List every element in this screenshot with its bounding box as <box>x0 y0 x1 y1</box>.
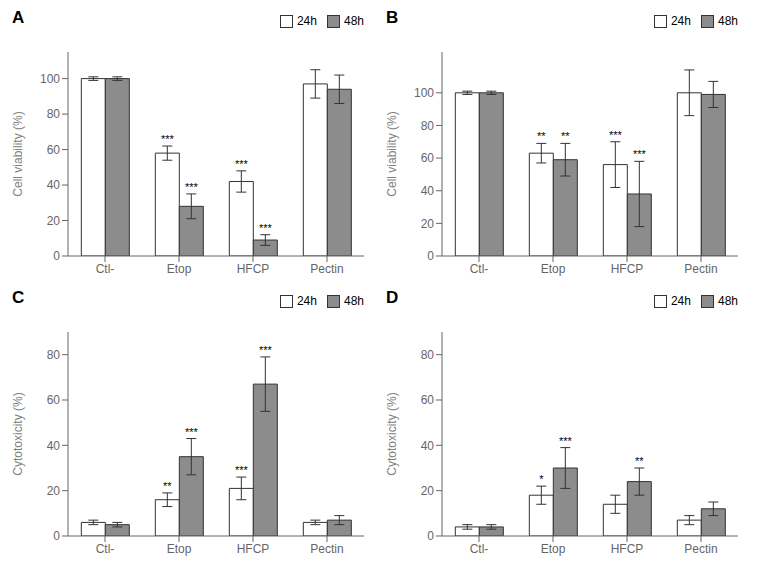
svg-text:60: 60 <box>421 151 435 165</box>
svg-text:80: 80 <box>421 119 435 133</box>
svg-text:HFCP: HFCP <box>237 262 270 276</box>
svg-text:Etop: Etop <box>167 542 192 556</box>
html-text:48h: 48h <box>344 294 364 308</box>
html-text:B: B <box>386 8 399 27</box>
svg-text:0: 0 <box>427 249 434 263</box>
svg-text:Etop: Etop <box>541 262 566 276</box>
svg-text:Cell viability (%): Cell viability (%) <box>385 111 399 196</box>
svg-text:80: 80 <box>421 348 435 362</box>
svg-text:Pectin: Pectin <box>310 262 343 276</box>
svg-text:***: *** <box>185 181 199 193</box>
svg-text:***: *** <box>559 435 573 447</box>
svg-text:Ctl-: Ctl- <box>96 542 115 556</box>
svg-text:20: 20 <box>47 214 61 228</box>
svg-text:***: *** <box>259 344 273 356</box>
svg-text:80: 80 <box>47 107 61 121</box>
svg-text:20: 20 <box>47 484 61 498</box>
svg-text:20: 20 <box>421 217 435 231</box>
svg-text:Ctl-: Ctl- <box>96 262 115 276</box>
svg-text:0: 0 <box>427 529 434 543</box>
svg-text:***: *** <box>235 464 249 476</box>
html-text:24h: 24h <box>296 14 317 28</box>
svg-text:40: 40 <box>47 439 61 453</box>
svg-text:Ctl-: Ctl- <box>470 262 489 276</box>
svg-text:***: *** <box>235 158 249 170</box>
svg-text:60: 60 <box>421 393 435 407</box>
svg-text:Pectin: Pectin <box>684 542 717 556</box>
svg-text:0: 0 <box>53 529 60 543</box>
svg-text:**: ** <box>537 130 546 142</box>
svg-text:***: *** <box>609 129 623 141</box>
svg-text:Etop: Etop <box>541 542 566 556</box>
html-text:24h: 24h <box>670 294 691 308</box>
svg-text:HFCP: HFCP <box>611 542 644 556</box>
svg-text:40: 40 <box>421 439 435 453</box>
svg-text:HFCP: HFCP <box>237 542 270 556</box>
svg-text:***: *** <box>633 148 647 160</box>
html-text:48h: 48h <box>718 294 738 308</box>
svg-text:0: 0 <box>53 249 60 263</box>
html-text:D: D <box>386 288 399 307</box>
svg-text:60: 60 <box>47 393 61 407</box>
svg-text:Cell viability (%): Cell viability (%) <box>11 111 25 196</box>
svg-text:40: 40 <box>421 184 435 198</box>
svg-text:***: *** <box>259 222 273 234</box>
svg-text:100: 100 <box>414 86 434 100</box>
svg-text:40: 40 <box>47 178 61 192</box>
html-text:48h: 48h <box>718 14 738 28</box>
svg-text:20: 20 <box>421 484 435 498</box>
svg-text:HFCP: HFCP <box>611 262 644 276</box>
svg-text:Cytotoxicity (%): Cytotoxicity (%) <box>11 392 25 475</box>
svg-text:**: ** <box>163 480 172 492</box>
svg-text:**: ** <box>635 455 644 467</box>
svg-text:100: 100 <box>40 72 60 86</box>
html-text:24h: 24h <box>296 294 317 308</box>
svg-text:Ctl-: Ctl- <box>470 542 489 556</box>
svg-text:Etop: Etop <box>167 262 192 276</box>
svg-text:*: * <box>539 473 544 485</box>
svg-text:80: 80 <box>47 348 61 362</box>
svg-text:Pectin: Pectin <box>684 262 717 276</box>
svg-text:***: *** <box>185 426 199 438</box>
svg-text:Cytotoxicity (%): Cytotoxicity (%) <box>385 392 399 475</box>
html-text:C: C <box>12 288 25 307</box>
svg-text:***: *** <box>161 133 175 145</box>
html-text:A: A <box>12 8 25 27</box>
html-text:24h: 24h <box>670 14 691 28</box>
svg-text:Pectin: Pectin <box>310 542 343 556</box>
svg-text:**: ** <box>561 130 570 142</box>
html-text:48h: 48h <box>344 14 364 28</box>
svg-text:60: 60 <box>47 143 61 157</box>
